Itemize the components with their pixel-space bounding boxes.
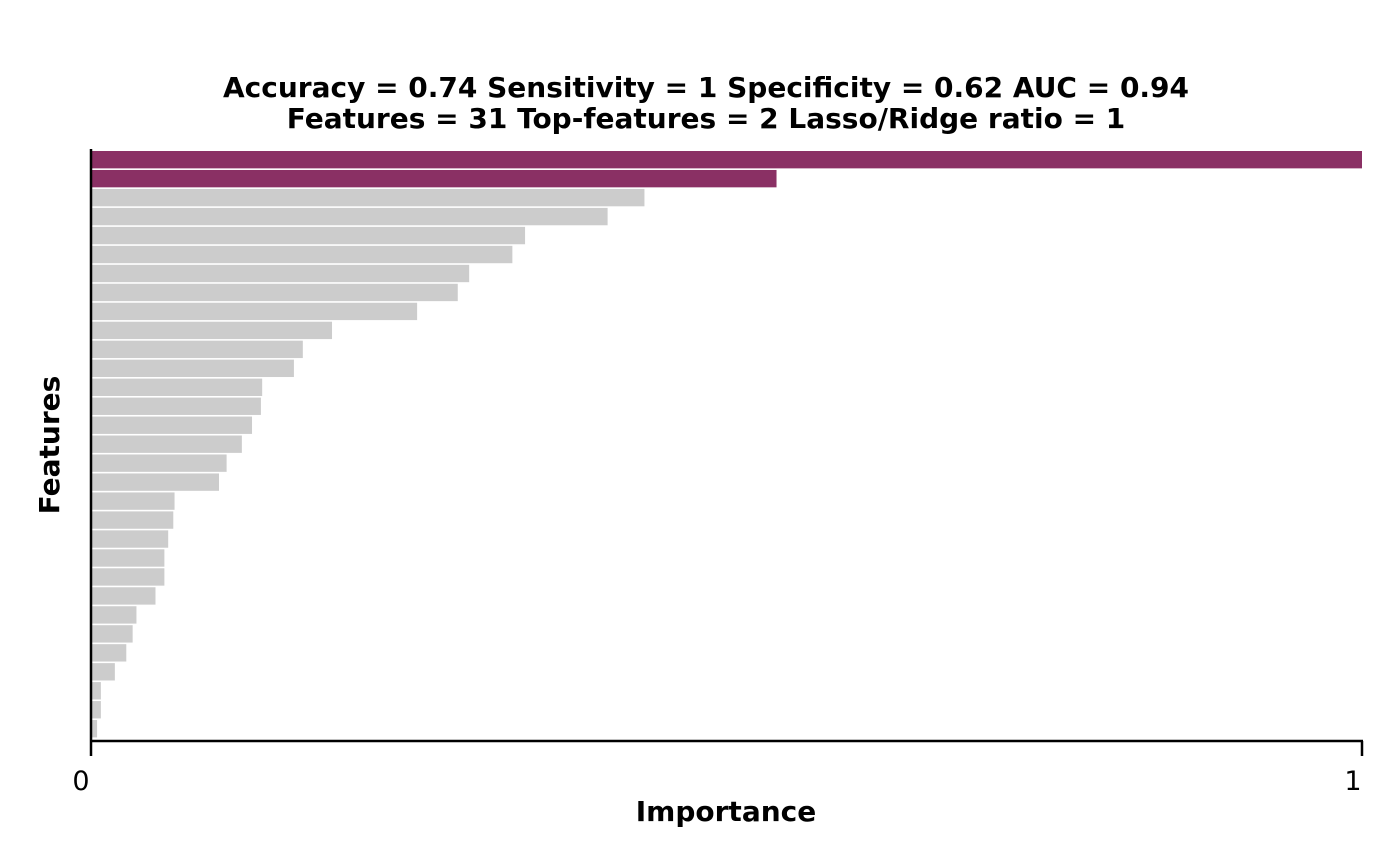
x-tick-label-1: 1 [1344,766,1361,797]
feature-bar-27 [92,644,127,662]
feature-bar-10 [92,321,333,340]
feature-bar-28 [92,663,115,681]
chart-title-line-2: Features = 31 Top-features = 2 Lasso/Rid… [287,102,1126,135]
feature-bar-18 [92,473,219,491]
feature-bar-5 [92,226,526,245]
feature-bar-25 [92,606,137,624]
feature-bar-21 [92,530,169,548]
feature-bar-11 [92,340,303,359]
feature-bar-8 [92,283,458,302]
feature-bar-20 [92,511,174,529]
feature-bar-15 [92,416,253,434]
feature-bar-16 [92,435,242,453]
top-feature-bar-2 [92,169,777,188]
feature-bar-24 [92,587,156,605]
feature-bar-26 [92,625,133,643]
feature-bar-4 [92,207,608,226]
feature-bar-29 [92,682,101,700]
feature-bar-9 [92,302,418,321]
x-axis-title: Importance [636,795,816,828]
feature-bar-12 [92,359,294,378]
y-axis-title: Features [33,376,66,515]
feature-bar-7 [92,264,470,283]
feature-bar-22 [92,549,165,567]
feature-bar-6 [92,245,513,264]
bar-group [92,151,1362,738]
feature-bar-3 [92,188,645,207]
feature-bar-19 [92,492,175,510]
top-feature-bar-1 [92,151,1362,169]
chart-title-line-1: Accuracy = 0.74 Sensitivity = 1 Specific… [223,71,1189,104]
feature-bar-31 [92,720,98,738]
feature-bar-30 [92,701,101,719]
feature-bar-13 [92,378,263,396]
feature-bar-14 [92,397,261,415]
feature-bar-17 [92,454,227,472]
x-tick-label-0: 0 [72,766,89,797]
feature-bar-23 [92,568,165,586]
